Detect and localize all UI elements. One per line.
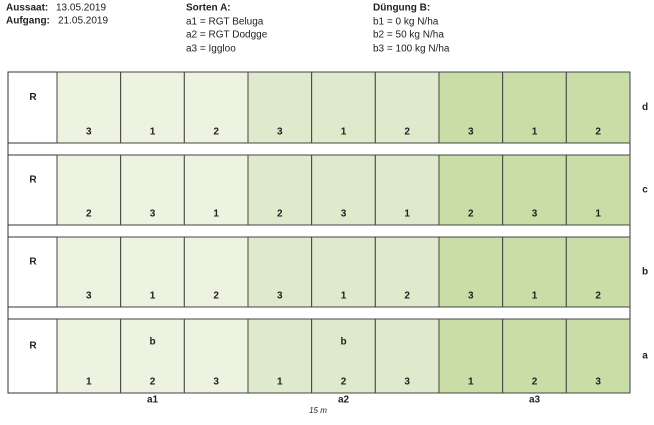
- plot: [56, 154, 122, 226]
- plot: [120, 318, 185, 394]
- plot-number: 3: [150, 209, 156, 220]
- reference-label: R: [29, 92, 37, 103]
- reference-label: R: [29, 257, 37, 268]
- plot: [247, 236, 313, 308]
- group-label: a3: [529, 395, 541, 406]
- plot-number: 2: [213, 291, 219, 302]
- plot: [502, 318, 567, 394]
- plot: [183, 154, 249, 226]
- sowing-date: 13.05.2019: [56, 3, 106, 14]
- plot-number: 2: [150, 377, 156, 388]
- plot-number: 1: [595, 209, 601, 220]
- plot-number: 2: [341, 377, 347, 388]
- group-label: a2: [338, 395, 350, 406]
- plot-number: 2: [213, 127, 219, 138]
- plot-number: 3: [595, 377, 601, 388]
- row-label: c: [642, 185, 648, 196]
- fertilization-title: Düngung B:: [373, 3, 430, 14]
- plot-number: 2: [404, 291, 410, 302]
- reference-plot: [7, 154, 58, 226]
- plot: [56, 318, 122, 394]
- plot-number: 3: [86, 127, 92, 138]
- plot: [438, 71, 504, 144]
- plot: [438, 236, 504, 308]
- plot-note: b: [340, 337, 346, 348]
- sowing-label: Aussaat:: [6, 3, 48, 14]
- varieties-title: Sorten A:: [186, 3, 231, 14]
- plot: [311, 318, 376, 394]
- emergence-date: 21.05.2019: [58, 16, 108, 27]
- reference-label: R: [29, 341, 37, 352]
- scale-label: 15 m: [309, 406, 327, 415]
- row-label: b: [642, 267, 648, 278]
- plot-number: 1: [86, 377, 92, 388]
- plot: [502, 236, 567, 308]
- variety: a1 = RGT Beluga: [186, 17, 264, 28]
- plot: [565, 236, 631, 308]
- plot: [120, 71, 185, 144]
- reference-plot: [7, 71, 58, 144]
- plot-number: 2: [595, 291, 601, 302]
- plot-number: 3: [86, 291, 92, 302]
- reference-plot: [7, 236, 58, 308]
- plot: [247, 71, 313, 144]
- plot: [502, 154, 567, 226]
- plot-number: 2: [86, 209, 92, 220]
- fertilization-level: b2 = 50 kg N/ha: [373, 30, 444, 41]
- plot-number: 1: [532, 127, 538, 138]
- fertilization-level: b1 = 0 kg N/ha: [373, 17, 439, 28]
- plot-number: 3: [468, 291, 474, 302]
- plot: [183, 236, 249, 308]
- plot-number: 1: [468, 377, 474, 388]
- group-label: a1: [147, 395, 159, 406]
- plot: [120, 236, 185, 308]
- plot: [374, 71, 440, 144]
- plot-note: b: [149, 337, 155, 348]
- plot: [565, 318, 631, 394]
- plot: [311, 154, 376, 226]
- plot-number: 1: [341, 291, 347, 302]
- plot: [56, 71, 122, 144]
- variety: a3 = Iggloo: [186, 44, 236, 55]
- plot-number: 3: [213, 377, 219, 388]
- plot-number: 3: [404, 377, 410, 388]
- plot-number: 1: [341, 127, 347, 138]
- reference-plot: [7, 318, 58, 394]
- plot: [183, 318, 249, 394]
- plot-number: 2: [595, 127, 601, 138]
- plot-number: 1: [213, 209, 219, 220]
- plot-number: 1: [277, 377, 283, 388]
- plot: [247, 154, 313, 226]
- plot: [374, 154, 440, 226]
- plot: [438, 154, 504, 226]
- plot-number: 3: [341, 209, 347, 220]
- plot: [311, 236, 376, 308]
- plot-number: 1: [532, 291, 538, 302]
- plot-number: 2: [468, 209, 474, 220]
- plot: [502, 71, 567, 144]
- plot-number: 1: [150, 291, 156, 302]
- plot: [56, 236, 122, 308]
- emergence-label: Aufgang:: [6, 16, 50, 27]
- plot: [565, 71, 631, 144]
- row-label: d: [642, 102, 648, 113]
- plot-number: 1: [150, 127, 156, 138]
- plot-number: 1: [404, 209, 410, 220]
- plot-number: 2: [532, 377, 538, 388]
- plot-number: 3: [532, 209, 538, 220]
- plot: [120, 154, 185, 226]
- fertilization-level: b3 = 100 kg N/ha: [373, 44, 450, 55]
- plot-number: 3: [468, 127, 474, 138]
- reference-label: R: [29, 175, 37, 186]
- plot: [247, 318, 313, 394]
- plot-number: 3: [277, 127, 283, 138]
- plot: [311, 71, 376, 144]
- plot-number: 3: [277, 291, 283, 302]
- plot-number: 2: [277, 209, 283, 220]
- plot-number: 2: [404, 127, 410, 138]
- variety: a2 = RGT Dodgge: [186, 30, 268, 41]
- row-label: a: [642, 351, 648, 362]
- plot: [565, 154, 631, 226]
